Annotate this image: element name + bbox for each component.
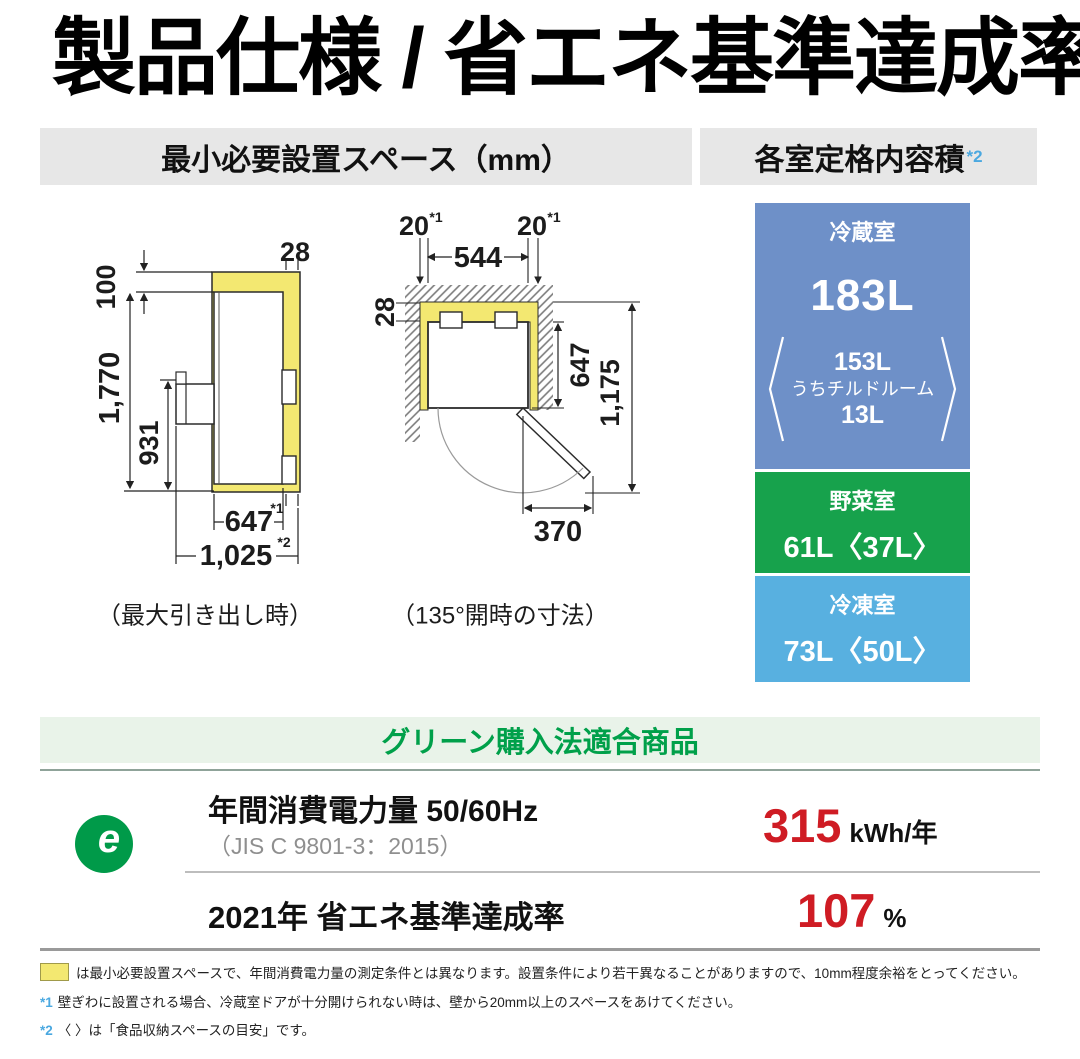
fridge-compartment-name: 冷蔵室 [829,220,896,245]
side-depth-marker: *1 [270,500,283,516]
side-fridge-body [213,291,284,485]
install-space-title: 最小必要設置スペース（mm） [161,143,571,177]
side-depth-label: 647 [225,506,273,538]
top-view-diagram: 20 *1 20 *1 544 28 647 1,175 [370,209,640,630]
fridge-sub-bottom: 13L [840,401,885,430]
side-view-caption: （最大引き出し時） [97,603,313,630]
section-header-install-space: 最小必要設置スペース（mm） [40,128,692,185]
fridge-sub-capacity: 153L うちチルドルーム 13L [755,333,970,445]
energy-rate-value-group: 107 % [797,887,907,934]
annual-consumption-standard: （JIS C 9801-3：2015） [208,833,463,859]
green-purchase-law-banner: グリーン購入法適合商品 [40,717,1040,763]
top-left-clearance-label: 20 [399,211,429,241]
top-right-clearance-marker: *1 [547,209,560,225]
energy-rate-label: 2021年 省エネ基準達成率 [208,900,565,935]
side-height-label: 1,770 [94,352,126,425]
page-title: 製品仕様 / 省エネ基準達成率 [52,11,1080,105]
divider [40,948,1040,951]
section-header-capacity: 各室定格内容積 *2 [700,128,1037,185]
footnote-marker: *2 [40,1023,53,1038]
capacity-box-fridge: 冷蔵室 183L 153L うちチルドルーム 13L [755,203,970,469]
capacity-box-freezer: 冷凍室 73L〈50L〉 [755,576,970,682]
angle-bracket-right-icon [941,336,957,442]
side-view-diagram: 28 100 1,770 931 647 *1 [91,237,313,630]
freezer-compartment-name: 冷凍室 [829,593,896,618]
vegetable-compartment-name: 野菜室 [829,489,896,514]
capacity-footnote-marker: *2 [966,146,983,166]
energy-rate-unit: % [883,903,907,933]
footnote-marker: *1 [40,995,53,1010]
green-banner-label: グリーン購入法適合商品 [381,727,699,759]
fridge-capacity-value: 183L [810,271,915,320]
annual-consumption-label: 年間消費電力量 50/60Hz [208,795,539,828]
fridge-sub-label: うちチルドルーム [790,378,935,399]
vegetable-capacity-value: 61L〈37L〉 [783,532,942,564]
top-total-depth-label: 1,175 [595,359,625,427]
top-door-open-width-label: 370 [534,516,582,548]
capacity-box-vegetable: 野菜室 61L〈37L〉 [755,472,970,573]
yellow-legend-swatch-icon [40,963,69,981]
top-width-label: 544 [454,242,502,274]
top-fridge-body [427,321,529,409]
wall-hatch-back [405,285,553,302]
fridge-sub-top: 153L [834,347,891,376]
divider [40,769,1040,771]
energy-saving-e-mark-icon: e [75,815,133,873]
angle-bracket-left-icon [768,336,784,442]
freezer-capacity-value: 73L〈50L〉 [783,636,942,668]
capacity-title: 各室定格内容積 [754,143,965,177]
footnote-text: 〈 〉は「食品収納スペースの目安」です。 [57,1023,316,1038]
footnote-text: は最小必要設置スペースで、年間消費電力量の測定条件とは異なります。設置条件により… [76,966,1026,981]
annual-consumption-unit: kWh/年 [849,818,938,848]
extended-drawer [175,383,215,425]
annual-consumption-value-group: 315 kWh/年 [763,802,938,850]
door-handle-upper [281,369,297,405]
annual-consumption-value: 315 [763,799,842,852]
footnote-text: 壁ぎわに設置される場合、冷蔵室ドアが十分開けられない時は、壁から20mm以上のス… [57,995,742,1010]
side-drawer-open-depth-label: 1,025 [200,540,273,572]
wall-hatch-right [538,302,553,410]
top-view-caption: （135°開時の寸法） [391,603,609,630]
footnote-wall-clearance: *1 壁ぎわに設置される場合、冷蔵室ドアが十分開けられない時は、壁から20mm以上… [40,991,1060,1011]
wall-hatch-left [405,302,420,442]
side-drawer-open-marker: *2 [277,534,290,550]
top-depth-label: 647 [565,342,595,387]
top-clearance-zone [419,301,539,411]
top-back-clearance-label: 28 [370,297,400,327]
door-handle-lower [281,455,297,485]
footnote-install-space: は最小必要設置スペースで、年間消費電力量の測定条件とは異なります。設置条件により… [40,962,1060,982]
divider [185,871,1040,873]
side-top-clearance-label: 100 [91,264,121,309]
side-back-clearance-label: 28 [280,237,310,267]
energy-rate-value: 107 [797,884,876,937]
footnote-bracket-meaning: *2 〈 〉は「食品収納スペースの目安」です。 [40,1019,1060,1039]
top-right-clearance-label: 20 [517,211,547,241]
side-drawer-height-label: 931 [134,420,164,465]
top-left-clearance-marker: *1 [429,209,442,225]
installation-diagrams: 28 100 1,770 931 647 *1 [91,209,640,630]
open-door [515,406,592,480]
door-swing-arc [437,407,584,494]
